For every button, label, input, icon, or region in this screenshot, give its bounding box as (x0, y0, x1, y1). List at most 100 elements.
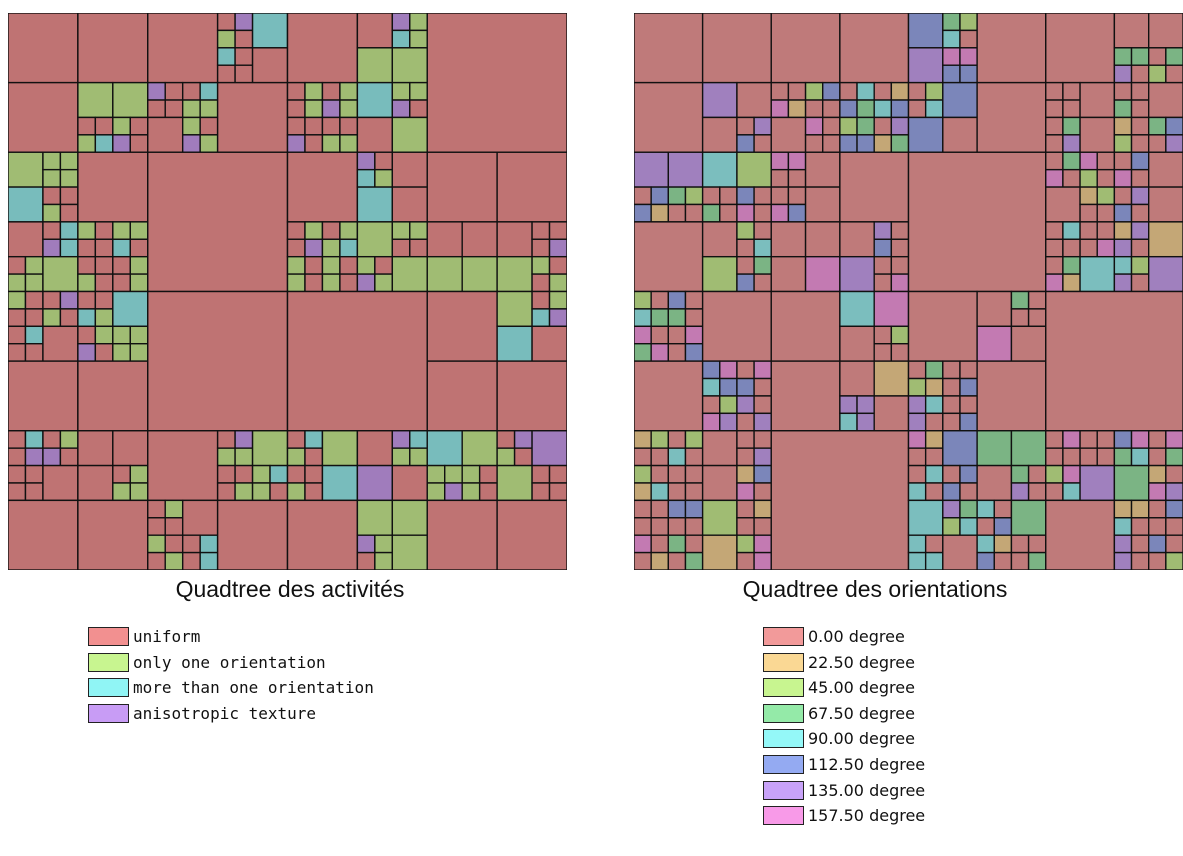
quadtree-cell (95, 117, 112, 134)
quadtree-cell (1149, 500, 1166, 517)
legend-swatch (763, 755, 804, 774)
page: Quadtree des activités Quadtree des orie… (0, 0, 1183, 856)
quadtree-cell (1046, 222, 1063, 239)
quadtree-cell (840, 257, 874, 292)
quadtree-cell (340, 117, 357, 134)
quadtree-cell (909, 466, 926, 483)
quadtree-cell (1132, 135, 1149, 152)
quadtree-cell (909, 553, 926, 570)
quadtree-cell (43, 170, 60, 187)
quadtree-cell (909, 48, 943, 83)
quadtree-cell (497, 257, 532, 292)
quadtree-cell (1046, 13, 1115, 83)
quadtree-cell (183, 117, 200, 134)
quadtree-cell (720, 396, 737, 413)
quadtree-cell (926, 379, 943, 396)
quadtree-cell (357, 117, 392, 152)
quadtree-cell (25, 309, 42, 326)
quadtree-cell (43, 204, 60, 221)
quadtree-cell (1063, 222, 1080, 239)
quadtree-cell (1132, 48, 1149, 65)
quadtree-cell (1132, 100, 1149, 117)
quadtree-cell (1063, 170, 1080, 187)
quadtree-cell (60, 187, 77, 204)
legend-swatch (763, 627, 804, 646)
quadtree-cell (43, 326, 78, 361)
quadtree-cell (410, 239, 427, 256)
quadtree-cell (550, 466, 567, 483)
quadtree-cell (685, 483, 702, 500)
quadtree-cell (288, 448, 305, 465)
quadtree-cell (322, 135, 339, 152)
quadtree-cell (445, 483, 462, 500)
quadtree-cell (148, 553, 165, 570)
quadtree-cell (322, 83, 339, 100)
quadtree-cell (1046, 274, 1063, 291)
quadtree-cell (771, 170, 788, 187)
quadtree-cell (685, 292, 702, 309)
quadtree-cell (1080, 204, 1097, 221)
quadtree-cell (840, 13, 909, 83)
quadtree-cell (1029, 292, 1046, 309)
quadtree-cell (1097, 204, 1114, 221)
quadtree-cell (288, 83, 305, 100)
quadtree-cell (1166, 65, 1183, 82)
quadtree-cell (926, 83, 943, 100)
quadtree-cell (703, 292, 772, 362)
quadtree-cell (668, 553, 685, 570)
quadtree-cell (737, 239, 754, 256)
quadtree-cell (25, 257, 42, 274)
quadtree-cell (43, 431, 60, 448)
quadtree-cell (685, 553, 702, 570)
quadtree-cell (1046, 448, 1063, 465)
quadtree-cell (926, 466, 943, 483)
quadtree-cell (668, 466, 685, 483)
quadtree-cell (305, 483, 322, 500)
quadtree-cell (840, 413, 857, 430)
quadtree-cell (977, 518, 994, 535)
quadtree-cell (130, 117, 147, 134)
quadtree-cell (1149, 152, 1183, 187)
quadtree-cell (685, 204, 702, 221)
quadtree-cell (754, 204, 771, 221)
quadtree-cell (703, 466, 737, 501)
quadtree-cell (148, 13, 218, 83)
quadtree-cell (1149, 448, 1166, 465)
quadtree-cell (1149, 48, 1166, 65)
quadtree-cell (165, 553, 182, 570)
quadtree-cell (703, 257, 737, 292)
quadtree-cell (943, 83, 977, 118)
quadtree-cell (305, 239, 322, 256)
quadtree-cell (857, 135, 874, 152)
quadtree-cell (754, 239, 771, 256)
quadtree-cell (113, 466, 130, 483)
quadtree-cell (253, 431, 288, 466)
quadtree-cell (8, 13, 78, 83)
quadtree-cell (891, 326, 908, 343)
quadtree-cell (340, 274, 357, 291)
quadtree-cell (1114, 518, 1131, 535)
quadtree-cell (130, 483, 147, 500)
quadtree-cell (60, 239, 77, 256)
quadtree-cell (392, 222, 409, 239)
quadtree-cell (235, 48, 252, 65)
quadtree-cell (288, 222, 305, 239)
quadtree-cell (1063, 239, 1080, 256)
quadtree-cell (60, 170, 77, 187)
quadtree-cell (634, 431, 651, 448)
quadtree-cell (685, 518, 702, 535)
quadtree-cell (909, 117, 943, 152)
quadtree-cell (1166, 553, 1183, 570)
quadtree-cell (253, 13, 288, 48)
quadtree-cell (113, 135, 130, 152)
quadtree-cell (1166, 466, 1183, 483)
quadtree-cell (95, 326, 112, 343)
quadtree-cell (1166, 448, 1183, 465)
quadtree-cell (668, 483, 685, 500)
quadtree-cell (1097, 170, 1114, 187)
quadtree-cell (840, 135, 857, 152)
quadtree-cell (480, 466, 497, 483)
legend-swatch (763, 806, 804, 825)
quadtree-cell (1046, 83, 1063, 100)
quadtree-cell (668, 431, 685, 448)
